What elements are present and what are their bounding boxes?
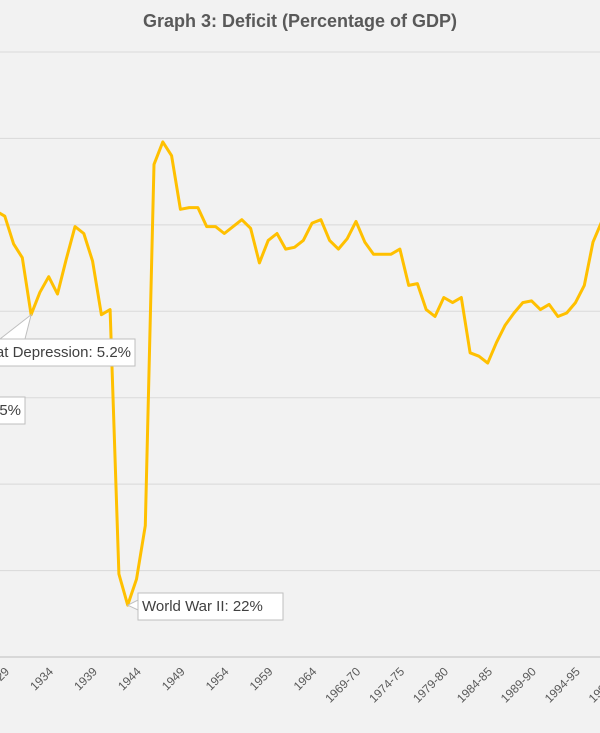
chart-title: Graph 3: Deficit (Percentage of GDP) xyxy=(143,11,457,31)
callout-pointer xyxy=(0,313,32,340)
x-tick-label: 1969-70 xyxy=(322,664,363,705)
x-tick-label: 1984-85 xyxy=(454,664,495,705)
callout-box xyxy=(0,396,26,425)
x-tick-label: 1939 xyxy=(71,664,100,693)
x-tick-label: 1949 xyxy=(159,664,188,693)
annotation-label: 5% xyxy=(0,402,21,419)
x-tick-label: 1944 xyxy=(115,664,144,693)
x-tick-label: 1999-00 xyxy=(586,664,600,705)
x-tick-label: 1934 xyxy=(27,664,56,693)
x-tick-label: 1954 xyxy=(203,664,232,693)
annotation-label: Great Depression: 5.2% xyxy=(0,344,131,361)
callout-box xyxy=(137,592,284,621)
x-tick-label: 1974-75 xyxy=(366,664,407,705)
x-tick-label: 1989-90 xyxy=(498,664,539,705)
x-tick-label: 1994-95 xyxy=(542,664,583,705)
callout-box xyxy=(0,338,136,367)
x-tick-label: 1979-80 xyxy=(410,664,451,705)
x-tick-label: 1964 xyxy=(291,664,320,693)
x-tick-label: 1929 xyxy=(0,664,12,693)
data-line xyxy=(0,140,600,607)
x-tick-label: 1959 xyxy=(247,664,276,693)
annotation-label: World War II: 22% xyxy=(142,598,263,615)
